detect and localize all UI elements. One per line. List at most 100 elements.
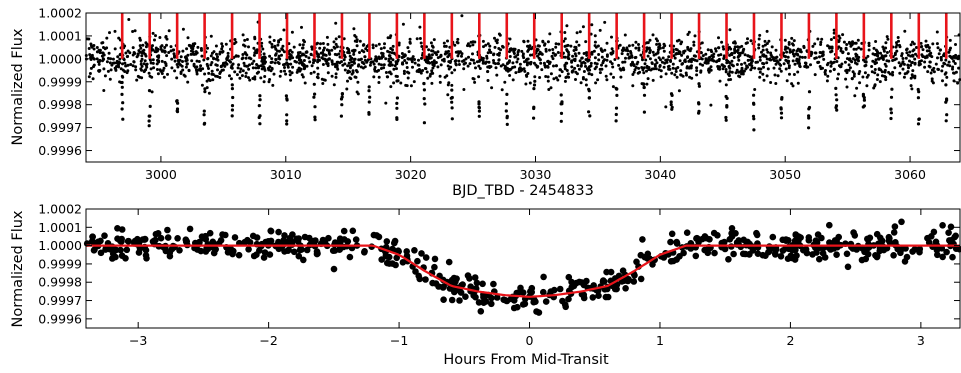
top-data-point — [704, 52, 708, 56]
top-data-point — [872, 46, 876, 50]
bottom-data-point — [289, 231, 296, 238]
top-data-point — [238, 76, 242, 80]
top-data-point — [648, 51, 652, 55]
top-data-point — [270, 60, 274, 64]
top-data-point — [619, 75, 623, 79]
top-data-point — [257, 66, 261, 70]
top-data-point — [286, 65, 290, 69]
top-data-point — [151, 44, 154, 48]
top-data-point — [474, 66, 477, 70]
top-axis-ticks — [86, 12, 960, 162]
top-data-point — [263, 68, 267, 72]
top-data-point — [387, 63, 391, 67]
top-data-point — [237, 63, 241, 67]
top-data-point — [664, 72, 668, 76]
top-data-point — [923, 60, 927, 64]
top-data-point — [298, 43, 302, 47]
top-data-point — [236, 66, 240, 70]
top-data-point — [220, 42, 224, 46]
top-data-point — [462, 67, 466, 71]
top-data-point — [490, 86, 494, 90]
top-data-point — [142, 62, 146, 66]
top-data-point — [132, 60, 136, 64]
top-data-point — [112, 61, 116, 65]
top-data-point — [791, 59, 795, 63]
top-data-point — [855, 86, 859, 90]
top-data-point — [283, 62, 287, 66]
top-data-point — [259, 64, 263, 68]
top-data-point — [250, 62, 254, 66]
top-data-point — [446, 83, 450, 87]
top-transit-point — [258, 98, 262, 102]
top-data-point — [516, 53, 520, 57]
bottom-data-point — [392, 261, 399, 269]
top-data-point — [223, 64, 227, 68]
bottom-data-point — [176, 247, 183, 254]
top-data-point — [521, 52, 525, 56]
top-data-point — [253, 51, 257, 55]
bottom-ytick-label: 1.0001 — [38, 220, 82, 235]
bottom-ytick-label: 0.9997 — [38, 293, 82, 308]
top-data-point — [118, 61, 122, 65]
top-transit-point — [834, 104, 839, 108]
top-data-point — [853, 58, 857, 62]
bottom-data-point — [843, 250, 851, 258]
top-data-point — [818, 55, 821, 59]
top-transit-point — [147, 119, 151, 123]
top-data-point — [348, 76, 352, 80]
top-data-point — [175, 63, 179, 66]
top-x-tick-labels: 3000 3010 3020 3030 3040 3050 3060 — [145, 167, 926, 182]
top-data-point — [554, 53, 558, 57]
top-data-point — [456, 54, 460, 58]
top-data-point — [304, 54, 308, 58]
top-transit-point — [944, 119, 948, 123]
top-data-point — [101, 41, 105, 45]
top-data-point — [533, 75, 537, 79]
top-data-point — [773, 73, 777, 77]
top-data-point — [590, 23, 594, 27]
top-transit-point — [257, 104, 261, 108]
top-data-point — [131, 30, 135, 33]
top-data-point — [544, 75, 548, 78]
top-data-point — [942, 53, 945, 57]
bottom-data-point — [559, 297, 566, 305]
top-transit-point — [807, 90, 812, 94]
top-data-point — [145, 65, 149, 69]
top-transit-point — [779, 111, 784, 115]
top-data-point — [234, 40, 238, 44]
top-data-point — [908, 59, 911, 63]
bottom-data-point — [864, 235, 871, 243]
top-transit-point — [835, 98, 839, 102]
top-data-point — [913, 74, 917, 78]
top-ytick-label: 0.9999 — [38, 74, 82, 89]
bottom-data-point — [97, 237, 104, 245]
top-data-point — [352, 52, 356, 56]
top-data-point — [554, 76, 558, 80]
top-data-point — [119, 67, 123, 71]
top-data-point — [574, 48, 578, 52]
top-data-point — [225, 57, 229, 61]
top-transit-point — [423, 102, 427, 106]
top-data-point — [337, 52, 341, 56]
top-data-point — [281, 44, 285, 48]
bottom-data-point — [939, 222, 946, 229]
top-data-point — [538, 58, 542, 62]
top-data-point — [746, 54, 750, 58]
top-transit-markers — [120, 13, 948, 59]
top-data-point — [109, 68, 113, 72]
top-data-point — [464, 61, 467, 65]
top-data-point — [811, 44, 815, 48]
top-data-point — [647, 66, 651, 69]
top-data-point — [98, 58, 102, 62]
top-transit-point — [889, 95, 894, 99]
bottom-data-point — [321, 237, 329, 244]
top-data-point — [909, 76, 913, 80]
top-data-point — [551, 51, 555, 55]
top-data-point — [102, 67, 106, 71]
top-xtick-label: 3020 — [395, 167, 427, 182]
top-data-point — [740, 44, 744, 48]
top-data-point — [527, 61, 531, 65]
top-data-point — [853, 94, 857, 98]
top-data-point — [321, 42, 325, 45]
top-ytick-label: 0.9998 — [38, 97, 82, 112]
